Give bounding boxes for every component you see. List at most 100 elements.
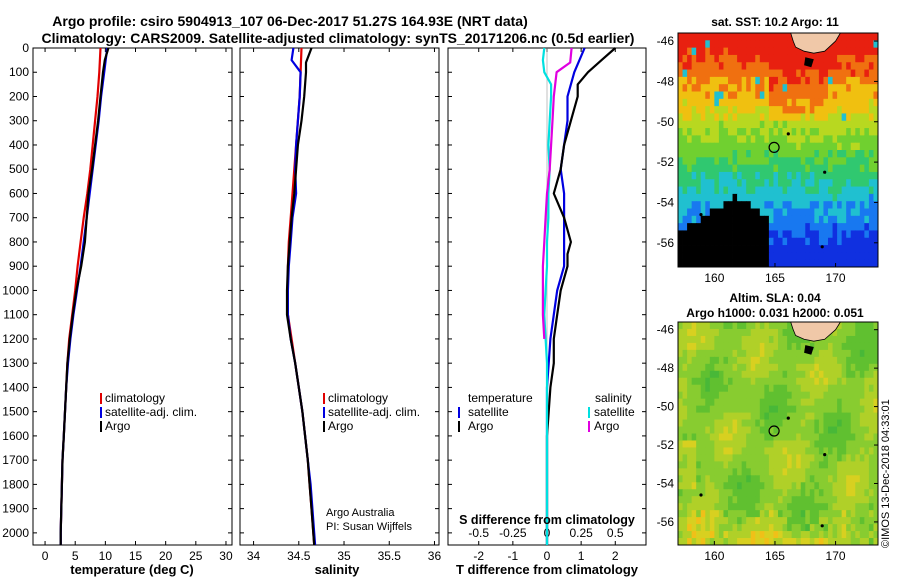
- sst-map-cell: [768, 113, 774, 122]
- sla-map-cell: [700, 328, 706, 337]
- sla-map-cell: [755, 349, 761, 358]
- sst-map-cell: [791, 113, 797, 122]
- sst-map-cell: [814, 98, 820, 107]
- sst-map-cell: [746, 237, 752, 246]
- sla-map-cell: [723, 433, 729, 441]
- sst-map-cell: [855, 91, 861, 100]
- sla-map-cell: [718, 454, 724, 462]
- sla-map-cell: [800, 384, 806, 393]
- sst-map-cell: [787, 186, 793, 195]
- sla-map-cell: [864, 482, 870, 490]
- sst-map-cell: [718, 208, 724, 217]
- sst-map-cell: [768, 98, 774, 107]
- sst-map-cell: [714, 201, 720, 209]
- sla-map-cell: [800, 398, 806, 407]
- sla-map-cell: [850, 370, 856, 379]
- sla-map-cell: [682, 538, 688, 546]
- sla-map-cell: [805, 475, 811, 483]
- sst-map-cell: [755, 62, 761, 70]
- sst-map-cell: [682, 91, 688, 100]
- sla-map-cell: [732, 391, 738, 400]
- sst-map-cell: [714, 179, 720, 187]
- sst-map-cell: [778, 259, 783, 268]
- sla-map-cell: [841, 538, 847, 546]
- sla-map-cell: [759, 419, 765, 427]
- sla-map-cell: [873, 356, 879, 365]
- sst-map-cell: [873, 201, 879, 209]
- sst-map-cell: [814, 150, 820, 158]
- sst-map-cell: [705, 193, 711, 202]
- sst-map-cell: [778, 237, 783, 246]
- sla-map-cell: [782, 391, 788, 400]
- sla-map-cell: [773, 356, 779, 365]
- sla-map-cell: [678, 322, 683, 330]
- sst-map-cell: [773, 179, 779, 187]
- sla-map-cell: [691, 398, 697, 407]
- sst-map-cell: [864, 33, 870, 41]
- sst-map-cell: [773, 245, 779, 253]
- sla-map-cell: [850, 391, 856, 400]
- sla-map-cell: [737, 468, 743, 476]
- sst-map-cell: [796, 47, 802, 56]
- sla-map-cell: [682, 489, 688, 497]
- sst-map-cell: [682, 230, 688, 239]
- sst-map-cell: [818, 91, 824, 100]
- sst-map-cell: [718, 69, 724, 78]
- sst-map-cell: [718, 54, 724, 63]
- sst-map-cell: [696, 186, 702, 195]
- sst-map-cell: [691, 252, 697, 261]
- sla-map-cell: [764, 328, 770, 337]
- sla-map-cell: [746, 335, 752, 344]
- sst-map-cell: [737, 179, 743, 187]
- sst-map-cell: [837, 69, 843, 78]
- sla-map-land: [790, 321, 842, 342]
- sst-map-cell: [718, 252, 724, 261]
- sst-map-cell: [791, 120, 797, 129]
- sst-map-cell: [709, 33, 715, 41]
- sst-map-cell: [809, 91, 815, 100]
- sst-map-cell: [759, 223, 765, 231]
- sst-map-cell: [868, 98, 874, 107]
- sst-map-cell: [755, 113, 761, 122]
- sst-map-cell: [773, 54, 779, 63]
- sla-map-cell: [687, 510, 693, 518]
- sla-map-cell: [828, 363, 833, 372]
- sla-map-cell: [691, 405, 697, 413]
- sst-map-cell: [846, 33, 852, 41]
- sst-map-cell: [841, 69, 847, 78]
- sst-map-cell: [832, 201, 838, 209]
- sst-map-cell: [855, 62, 861, 70]
- sst-map-cell: [846, 179, 852, 187]
- sst-map-cell: [741, 120, 747, 129]
- sla-map-cell: [818, 461, 824, 469]
- sla-map-cell: [764, 447, 770, 455]
- sla-map-cell: [687, 489, 693, 497]
- sla-map-cell: [828, 426, 833, 434]
- sla-map-cell: [782, 489, 788, 497]
- sst-map-cell: [678, 193, 683, 202]
- sla-map-cell: [750, 440, 756, 448]
- watermark: ©IMOS 13-Dec-2018 04:33:01: [880, 399, 892, 548]
- sla-map-cell: [700, 482, 706, 490]
- sla-map-cell: [873, 412, 879, 420]
- sst-map-cell: [714, 171, 720, 180]
- sst-map-cell: [755, 98, 761, 107]
- sst-map-cell: [746, 33, 752, 41]
- sla-map-cell: [800, 391, 806, 400]
- sla-map-cell: [728, 531, 733, 539]
- sla-map-cell: [768, 363, 774, 372]
- sla-map-cell: [846, 482, 852, 490]
- sst-map-cell: [805, 157, 811, 166]
- sla-map-cell: [768, 510, 774, 518]
- sst-map-cell: [709, 164, 715, 173]
- sla-map-cell: [741, 322, 747, 330]
- sla-map-cell: [791, 510, 797, 518]
- sla-map-cell: [823, 510, 829, 518]
- sst-map-cell: [832, 135, 838, 144]
- sst-map-cell: [773, 171, 779, 180]
- sst-map-cell: [750, 113, 756, 122]
- sst-map-cell: [755, 120, 761, 129]
- sla-map-cell: [700, 510, 706, 518]
- sst-map-cell: [850, 98, 856, 107]
- sla-map-cell: [841, 524, 847, 532]
